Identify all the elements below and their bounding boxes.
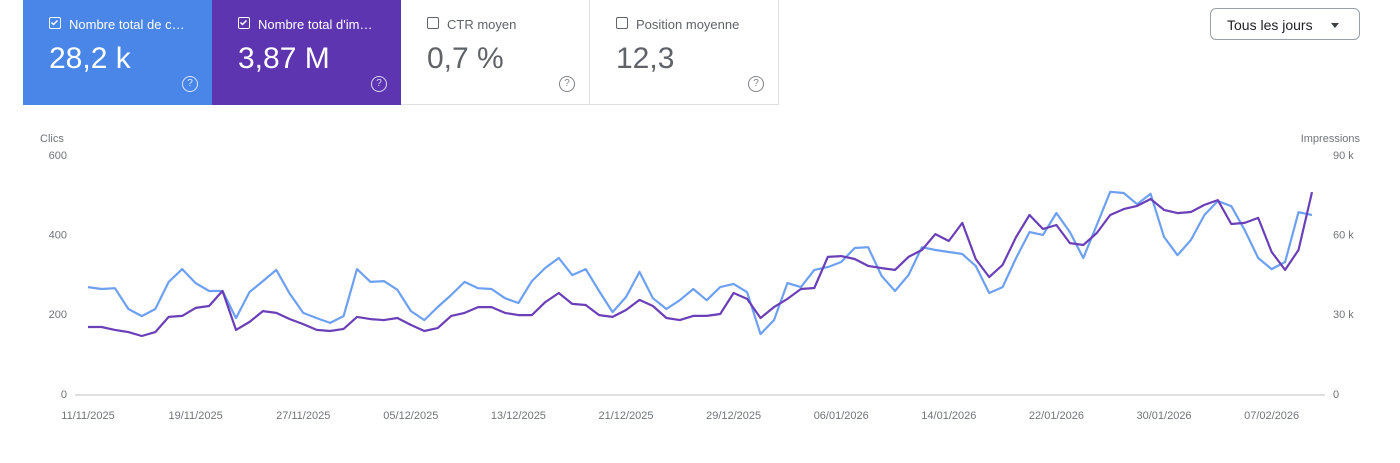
card-label: Nombre total de c… [69, 17, 185, 32]
card-value: 0,7 % [427, 42, 504, 75]
x-tick-label: 19/11/2025 [168, 410, 222, 422]
y-tick-label: 0 [61, 389, 67, 401]
card-label: Position moyenne [636, 17, 740, 32]
help-icon[interactable]: ? [748, 76, 764, 92]
checkbox[interactable] [238, 17, 250, 29]
card-value: 12,3 [616, 42, 675, 75]
x-tick-label: 14/01/2026 [921, 410, 976, 422]
dropdown[interactable]: Tous les jours [1210, 8, 1360, 40]
x-tick-label: 13/12/2025 [491, 410, 546, 422]
x-tick-label: 21/12/2025 [598, 410, 653, 422]
y-axis-title: Clics [40, 133, 64, 145]
x-tick-label: 05/12/2025 [383, 410, 438, 422]
metric-card[interactable]: Position moyenne 12,3? [590, 0, 779, 105]
y-tick-label: 400 [49, 230, 67, 242]
x-tick-label: 29/12/2025 [706, 410, 761, 422]
y2-axis-title: Impressions [1301, 133, 1361, 145]
x-tick-label: 30/01/2026 [1137, 410, 1192, 422]
x-tick-label: 07/02/2026 [1244, 410, 1299, 422]
y2-tick-label: 0 [1333, 389, 1339, 401]
checkbox[interactable] [427, 17, 439, 29]
x-tick-label: 27/11/2025 [276, 410, 330, 422]
checkbox[interactable] [49, 17, 61, 29]
help-icon[interactable]: ? [371, 76, 387, 92]
card-label: Nombre total d'im… [258, 17, 373, 32]
x-tick-label: 06/01/2026 [814, 410, 869, 422]
help-icon[interactable]: ? [559, 76, 575, 92]
metric-card[interactable]: Nombre total de c… 28,2 k? [23, 0, 212, 105]
checkbox[interactable] [616, 17, 628, 29]
line-series [88, 191, 1314, 338]
y2-tick-label: 30 k [1333, 309, 1354, 321]
metric-card[interactable]: Nombre total d'im… 3,87 M? [212, 0, 401, 105]
x-tick-label: 22/01/2026 [1029, 410, 1084, 422]
y2-tick-label: 60 k [1333, 230, 1354, 242]
x-tick-label: 11/11/2025 [61, 410, 114, 422]
card-label: CTR moyen [447, 17, 517, 32]
metric-card[interactable]: CTR moyen 0,7 %? [401, 0, 590, 105]
y-tick-label: 600 [49, 150, 67, 162]
card-value: 28,2 k [49, 42, 131, 75]
line-series [87, 190, 1313, 336]
y-tick-label: 200 [49, 309, 67, 321]
y2-tick-label: 90 k [1333, 150, 1354, 162]
card-value: 3,87 M [238, 42, 330, 75]
help-icon[interactable]: ? [182, 76, 198, 92]
